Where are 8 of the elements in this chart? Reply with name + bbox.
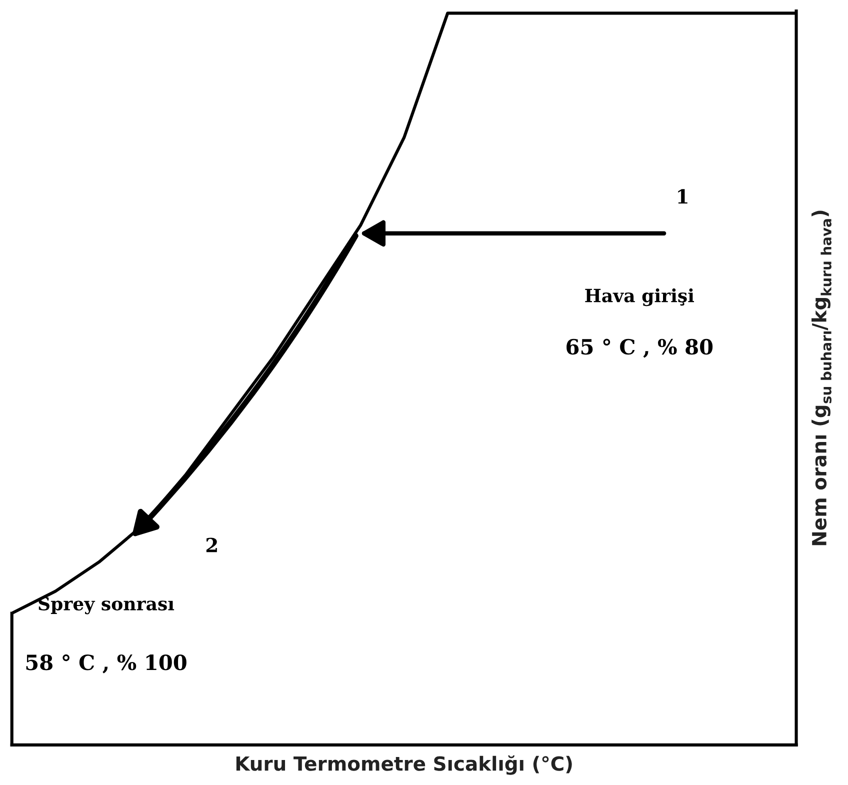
annotation: 58 ° C , % 100	[26, 654, 186, 674]
y-axis-title: Nem oranı (gsu buharı/kgkuru hava)	[811, 210, 832, 546]
annotation: 65 ° C , % 80	[566, 338, 713, 358]
annotation: Sprey sonrası	[38, 596, 174, 614]
annotation: 2	[206, 538, 217, 552]
annotation: Hava girişi	[585, 288, 694, 306]
annotation: 1	[678, 189, 688, 204]
x-axis-title: Kuru Termometre Sıcaklığı (°C)	[236, 755, 572, 775]
